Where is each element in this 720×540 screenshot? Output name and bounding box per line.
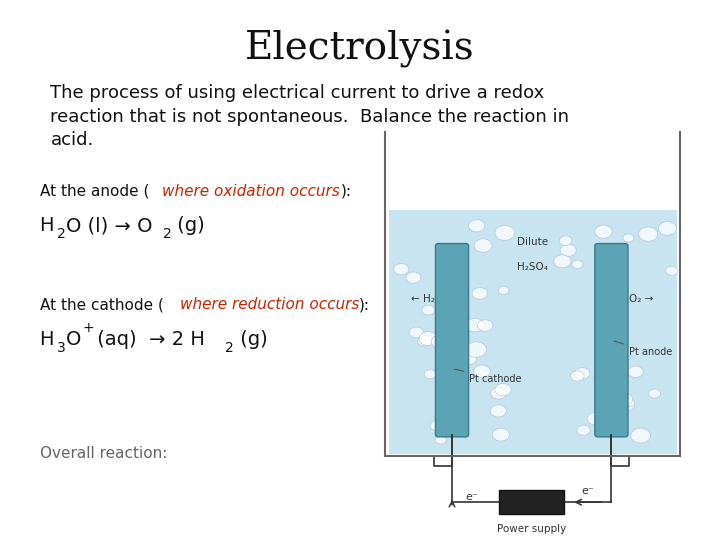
Circle shape (406, 272, 421, 283)
Text: (g): (g) (171, 216, 205, 235)
Text: At the anode (: At the anode ( (40, 184, 149, 199)
Text: e⁻: e⁻ (581, 485, 594, 496)
Text: where reduction occurs: where reduction occurs (180, 297, 359, 312)
Circle shape (624, 399, 635, 407)
Text: Pt cathode: Pt cathode (455, 369, 522, 384)
Bar (500, 490, 564, 514)
Circle shape (495, 226, 515, 240)
Circle shape (594, 373, 609, 384)
Circle shape (595, 225, 612, 238)
Text: ← H₂: ← H₂ (411, 294, 435, 303)
Text: where oxidation occurs: where oxidation occurs (162, 184, 340, 199)
Text: 2: 2 (163, 227, 171, 241)
Polygon shape (389, 210, 677, 454)
Circle shape (441, 284, 460, 299)
Circle shape (603, 408, 618, 419)
Circle shape (441, 251, 453, 260)
Circle shape (613, 306, 624, 314)
Circle shape (658, 221, 677, 235)
Circle shape (444, 420, 457, 429)
Circle shape (491, 388, 506, 399)
Circle shape (472, 288, 487, 299)
Circle shape (435, 436, 446, 444)
Text: ):: ): (341, 184, 351, 199)
Circle shape (422, 306, 435, 315)
Circle shape (606, 264, 618, 273)
Circle shape (477, 320, 493, 332)
Circle shape (639, 227, 657, 241)
Circle shape (498, 286, 509, 294)
Text: Dilute: Dilute (517, 238, 549, 247)
Text: Pt anode: Pt anode (614, 341, 672, 357)
Circle shape (623, 234, 634, 242)
Text: ):: ): (359, 297, 369, 312)
Circle shape (575, 368, 590, 379)
Circle shape (577, 425, 590, 435)
Text: Power supply: Power supply (497, 524, 567, 534)
Text: +: + (83, 321, 94, 335)
Text: O₂ →: O₂ → (629, 294, 653, 303)
Text: O (l) → O: O (l) → O (66, 216, 152, 235)
Text: 2: 2 (225, 341, 234, 355)
Circle shape (466, 342, 487, 357)
Text: H: H (40, 216, 54, 235)
Circle shape (394, 264, 409, 275)
Circle shape (490, 405, 506, 417)
Circle shape (570, 371, 584, 381)
Circle shape (442, 405, 456, 415)
Circle shape (462, 353, 477, 365)
Circle shape (613, 392, 633, 407)
Circle shape (628, 366, 643, 377)
Circle shape (492, 428, 509, 441)
Circle shape (438, 353, 458, 367)
Circle shape (649, 389, 660, 398)
Circle shape (474, 239, 492, 252)
Circle shape (424, 370, 436, 379)
Circle shape (631, 428, 651, 443)
Text: Overall reaction:: Overall reaction: (40, 446, 167, 461)
Circle shape (596, 374, 614, 388)
Text: 3: 3 (57, 341, 66, 355)
Circle shape (666, 266, 678, 275)
Text: O: O (66, 330, 81, 349)
Circle shape (430, 421, 444, 431)
Text: 2: 2 (57, 227, 66, 241)
Text: At the cathode (: At the cathode ( (40, 297, 163, 312)
Text: acid.: acid. (50, 131, 94, 149)
Text: The process of using electrical current to drive a redox: The process of using electrical current … (50, 84, 544, 102)
Circle shape (474, 365, 490, 377)
FancyBboxPatch shape (436, 244, 469, 437)
Circle shape (623, 402, 634, 410)
Text: H₂SO₄: H₂SO₄ (517, 262, 549, 272)
Circle shape (560, 244, 576, 256)
Circle shape (434, 295, 450, 307)
Circle shape (602, 370, 618, 382)
Circle shape (466, 319, 484, 332)
Circle shape (418, 335, 431, 346)
Text: (g): (g) (234, 330, 268, 349)
Circle shape (572, 260, 583, 268)
Circle shape (554, 255, 571, 268)
Text: e⁻: e⁻ (465, 491, 478, 502)
Circle shape (469, 220, 485, 232)
Circle shape (495, 383, 511, 396)
Circle shape (419, 332, 438, 346)
Text: reaction that is not spontaneous.  Balance the reaction in: reaction that is not spontaneous. Balanc… (50, 108, 570, 126)
Circle shape (559, 236, 572, 246)
Text: (aq)  → 2 H: (aq) → 2 H (91, 330, 205, 349)
FancyBboxPatch shape (595, 244, 628, 437)
Circle shape (409, 327, 423, 338)
Text: H: H (40, 330, 54, 349)
Circle shape (431, 335, 450, 349)
Text: Electrolysis: Electrolysis (246, 30, 474, 68)
Circle shape (588, 413, 604, 425)
